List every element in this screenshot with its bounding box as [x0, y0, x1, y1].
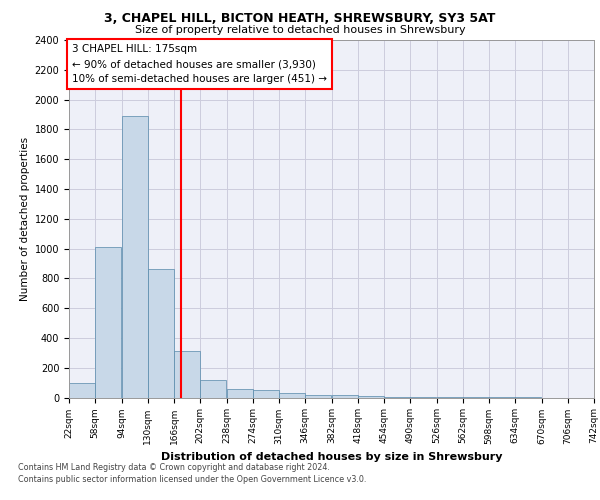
Text: 3, CHAPEL HILL, BICTON HEATH, SHREWSBURY, SY3 5AT: 3, CHAPEL HILL, BICTON HEATH, SHREWSBURY… [104, 12, 496, 26]
Text: 3 CHAPEL HILL: 175sqm
← 90% of detached houses are smaller (3,930)
10% of semi-d: 3 CHAPEL HILL: 175sqm ← 90% of detached … [72, 44, 327, 84]
Bar [384, 397, 410, 398]
Bar [279, 393, 305, 398]
Bar [358, 396, 384, 398]
Bar [200, 380, 226, 398]
X-axis label: Distribution of detached houses by size in Shrewsbury: Distribution of detached houses by size … [161, 452, 502, 462]
Text: Contains public sector information licensed under the Open Government Licence v3: Contains public sector information licen… [18, 475, 367, 484]
Y-axis label: Number of detached properties: Number of detached properties [20, 136, 31, 301]
Bar [95, 247, 121, 398]
Bar [332, 396, 358, 398]
Bar [305, 394, 331, 398]
Bar [227, 389, 253, 398]
Text: Contains HM Land Registry data © Crown copyright and database right 2024.: Contains HM Land Registry data © Crown c… [18, 462, 330, 471]
Bar [148, 270, 174, 398]
Bar [69, 382, 95, 398]
Bar [122, 116, 148, 398]
Text: Size of property relative to detached houses in Shrewsbury: Size of property relative to detached ho… [134, 25, 466, 35]
Bar [253, 390, 279, 398]
Bar [174, 350, 200, 398]
